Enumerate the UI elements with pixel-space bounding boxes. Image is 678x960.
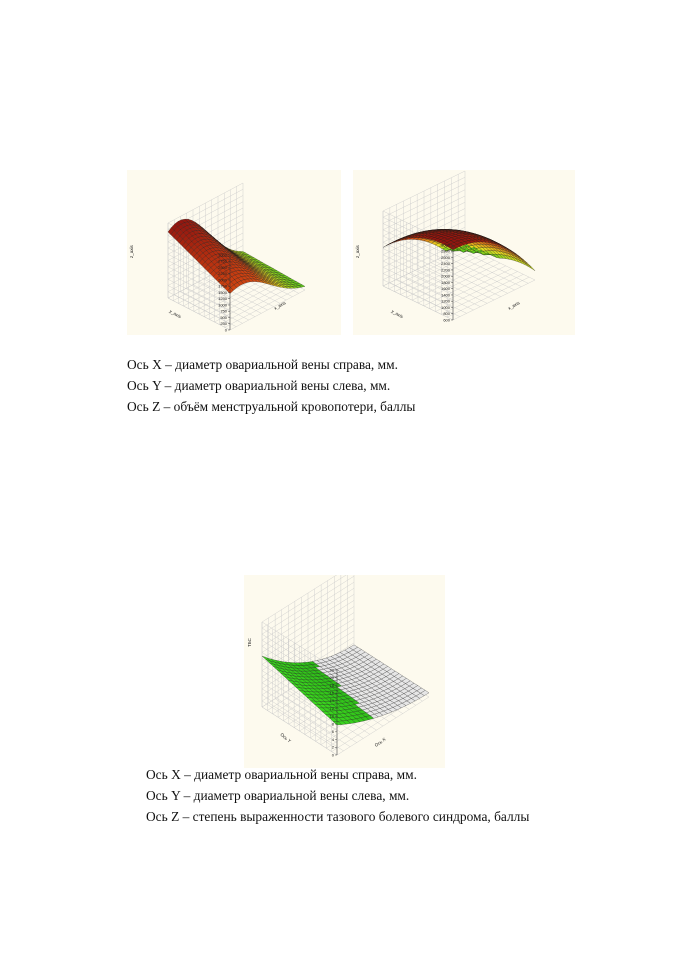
z-tick-label: 800 (443, 311, 450, 316)
z-tick-label: 600 (443, 317, 450, 322)
z-tick-label: 500 (220, 315, 227, 320)
z-tick-label: 2250 (218, 271, 228, 276)
z-axis-label: z_axis (129, 244, 134, 258)
surface (382, 229, 536, 271)
z-tick-label: 2 (332, 745, 335, 750)
z-tick-label: 8 (332, 721, 335, 726)
z-ticks: 3000275025002250200017501500125010007505… (218, 252, 231, 332)
grid-line (167, 182, 244, 224)
z-tick-label: 2800 (441, 249, 451, 254)
grid-line (261, 582, 355, 641)
surface (261, 644, 430, 726)
surface-cell (420, 690, 430, 696)
y-axis-label: y_axis (169, 309, 183, 320)
figure2-caption: Ось X – диаметр овариальной вены справа,… (146, 764, 529, 827)
z-tick-label: 3000 (218, 252, 228, 257)
caption-line-z: Ось Z – степень выраженности тазового бо… (146, 809, 530, 824)
z-axis-label: z_axis (355, 244, 360, 258)
grid-line (382, 183, 466, 224)
z-tick-label: 12 (330, 706, 335, 711)
figure1-caption: Ось X – диаметр овариальной вены справа,… (127, 354, 415, 417)
grid-line (261, 594, 355, 653)
caption-line-x: Ось X – диаметр овариальной вены справа,… (127, 357, 398, 372)
grid-line (261, 588, 355, 647)
z-tick-label: 1200 (441, 299, 451, 304)
grid-line (394, 251, 477, 292)
z-tick-label: 2000 (441, 274, 451, 279)
y-axis-label: Ось Y (279, 732, 292, 744)
x-axis-label: x_axis (507, 300, 521, 311)
grid-line (388, 248, 471, 290)
surface-plot-3d: 3000275025002250200017501500125010007505… (129, 182, 306, 332)
surface-cell (524, 262, 532, 269)
z-tick-label: 1600 (441, 286, 451, 291)
grid-line (261, 575, 337, 623)
x-axis-label: Ось X (374, 737, 387, 748)
z-tick-label: 750 (220, 309, 227, 314)
z-tick-label: 3000 (441, 242, 451, 247)
z-tick-label: 1000 (218, 302, 228, 307)
grid-line (382, 223, 454, 258)
z-tick-label: 22 (330, 667, 335, 672)
surface-cell (298, 284, 306, 288)
x-axis-label: x_axis (273, 300, 287, 311)
z-tick-label: 1800 (441, 280, 451, 285)
caption-line-z: Ось Z – объём менструальной кровопотери,… (127, 399, 416, 414)
surface (167, 218, 306, 294)
grid-line (261, 575, 355, 635)
z-tick-label: 0 (332, 752, 335, 757)
grid-line (382, 177, 466, 218)
z-tick-label: 2000 (218, 277, 228, 282)
z-tick-label: 1250 (218, 296, 228, 301)
z-tick-label: 250 (220, 321, 227, 326)
z-tick-label: 1400 (441, 292, 451, 297)
z-tick-label: 2400 (441, 261, 451, 266)
y-axis-label: y_axis (391, 309, 405, 320)
z-tick-label: 2500 (218, 265, 228, 270)
figure1-right-chart: 3000 2800 2600 2400 2200 2000 1800 1600 1400 1200… (353, 170, 575, 335)
z-tick-label: 10 (330, 714, 335, 719)
figure1-left-chart: 3000 2750 2500 2250 2000 1750 1500 1250 1000 750 5… (127, 170, 341, 335)
z-tick-label: 1000 (441, 305, 451, 310)
surface-cell (528, 264, 536, 271)
figure2-chart: 22 20 18 16 14 12 10 8 6 4 2 0 ТБС Ось Y Ось X (244, 575, 445, 768)
z-tick-label: 4 (332, 737, 335, 742)
grid-line (458, 249, 529, 284)
z-tick-label: 0 (225, 327, 228, 332)
caption-line-y: Ось Y – диаметр овариальной вены слева, … (127, 378, 391, 393)
grid-line (261, 575, 347, 629)
z-tick-label: 2600 (441, 255, 451, 260)
z-tick-label: 20 (330, 675, 335, 680)
grid-line (261, 606, 355, 665)
grid-line (382, 245, 466, 287)
z-tick-label: 6 (332, 729, 335, 734)
z-tick-label: 2750 (218, 259, 228, 264)
z-tick-label: 1750 (218, 284, 228, 289)
z-tick-label: 18 (330, 683, 335, 688)
z-tick-label: 1500 (218, 290, 228, 295)
z-axis-label: ТБС (247, 637, 252, 647)
z-tick-label: 14 (330, 698, 335, 703)
grid-line (382, 170, 466, 212)
grid-line (261, 600, 355, 659)
z-tick-label: 16 (330, 690, 335, 695)
caption-line-y: Ось Y – диаметр овариальной вены слева, … (146, 788, 410, 803)
z-tick-label: 2200 (441, 267, 451, 272)
caption-line-x: Ось X – диаметр овариальной вены справа,… (146, 767, 417, 782)
